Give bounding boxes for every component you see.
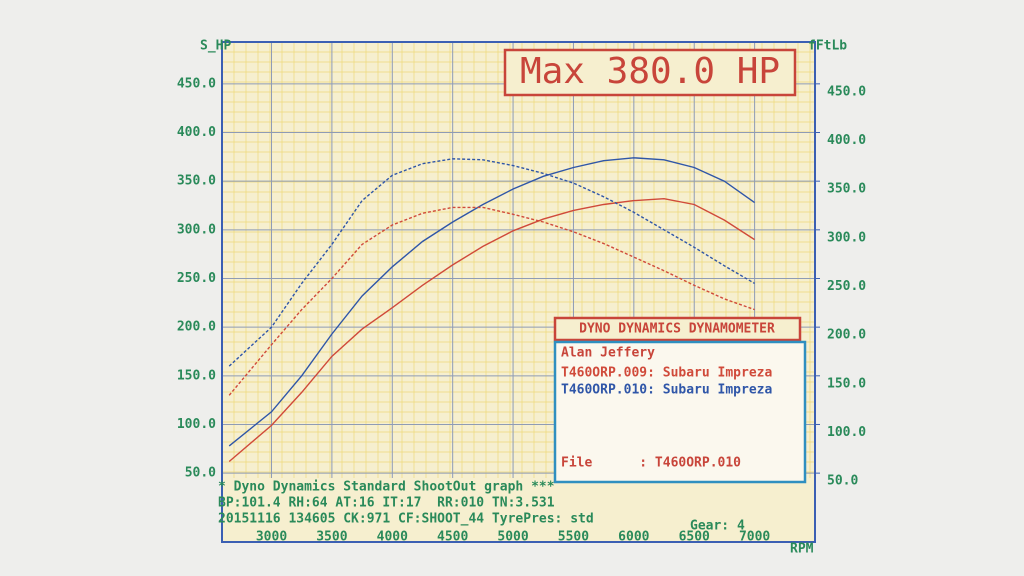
y-axis-label: S_HP (200, 39, 231, 54)
y2-tick-label: 150.0 (827, 376, 866, 391)
legend-entry: T460ORP.010: Subaru Impreza (561, 383, 772, 398)
x-tick-label: 6000 (618, 530, 649, 545)
x-tick-label: 5500 (558, 530, 589, 545)
max-annotation: Max 380.0 HP (520, 51, 780, 92)
operator: Alan Jeffery (561, 346, 655, 361)
plot-border (221, 41, 816, 543)
power-curve (228, 157, 756, 447)
x-axis-label: RPM (790, 542, 814, 557)
y2-tick-label: 350.0 (827, 182, 866, 197)
y-tick-label: 150.0 (177, 368, 216, 383)
y2-axis-label: fFtLb (808, 39, 847, 54)
legend-title-box (553, 316, 802, 342)
x-tick-label: 6500 (679, 530, 710, 545)
gear: Gear: 4 (690, 519, 745, 534)
x-tick-label: 3500 (316, 530, 347, 545)
file-line: File : T460ORP.010 (561, 456, 741, 471)
y2-tick-label: 250.0 (827, 279, 866, 294)
y-tick-label: 200.0 (177, 320, 216, 335)
torque-curve (228, 158, 755, 367)
y2-tick-label: 400.0 (827, 133, 866, 148)
x-tick-label: 4500 (437, 530, 468, 545)
y-tick-label: 450.0 (177, 76, 216, 91)
y-tick-label: 400.0 (177, 125, 216, 140)
max-box (503, 48, 797, 97)
footer-line: BP:101.4 RH:64 AT:16 IT:17 RR:010 TN:3.5… (218, 496, 555, 511)
y-tick-label: 250.0 (177, 271, 216, 286)
curves (228, 157, 756, 463)
torque-curve (228, 206, 755, 396)
y-tick-label: 300.0 (177, 222, 216, 237)
y-tick-label: 350.0 (177, 174, 216, 189)
footer-line: * Dyno Dynamics Standard ShootOut graph … (218, 480, 555, 495)
y-tick-label: 50.0 (185, 466, 216, 481)
y2-tick-label: 200.0 (827, 328, 866, 343)
legend-title: DYNO DYNAMICS DYNAMOMETER (579, 322, 775, 337)
legend-box (553, 340, 807, 484)
y-tick-label: 100.0 (177, 417, 216, 432)
x-tick-label: 7000 (739, 530, 770, 545)
x-tick-label: 5000 (497, 530, 528, 545)
footer-line: 20151116 134605 CK:971 CF:SHOOT_44 TyreP… (218, 512, 594, 527)
y2-tick-label: 300.0 (827, 230, 866, 245)
y2-tick-label: 50.0 (827, 474, 858, 489)
y2-tick-label: 100.0 (827, 425, 866, 440)
x-tick-label: 4000 (377, 530, 408, 545)
x-tick-label: 3000 (256, 530, 287, 545)
power-curve (228, 197, 755, 463)
y2-tick-label: 450.0 (827, 84, 866, 99)
legend-entry: T460ORP.009: Subaru Impreza (561, 366, 772, 381)
